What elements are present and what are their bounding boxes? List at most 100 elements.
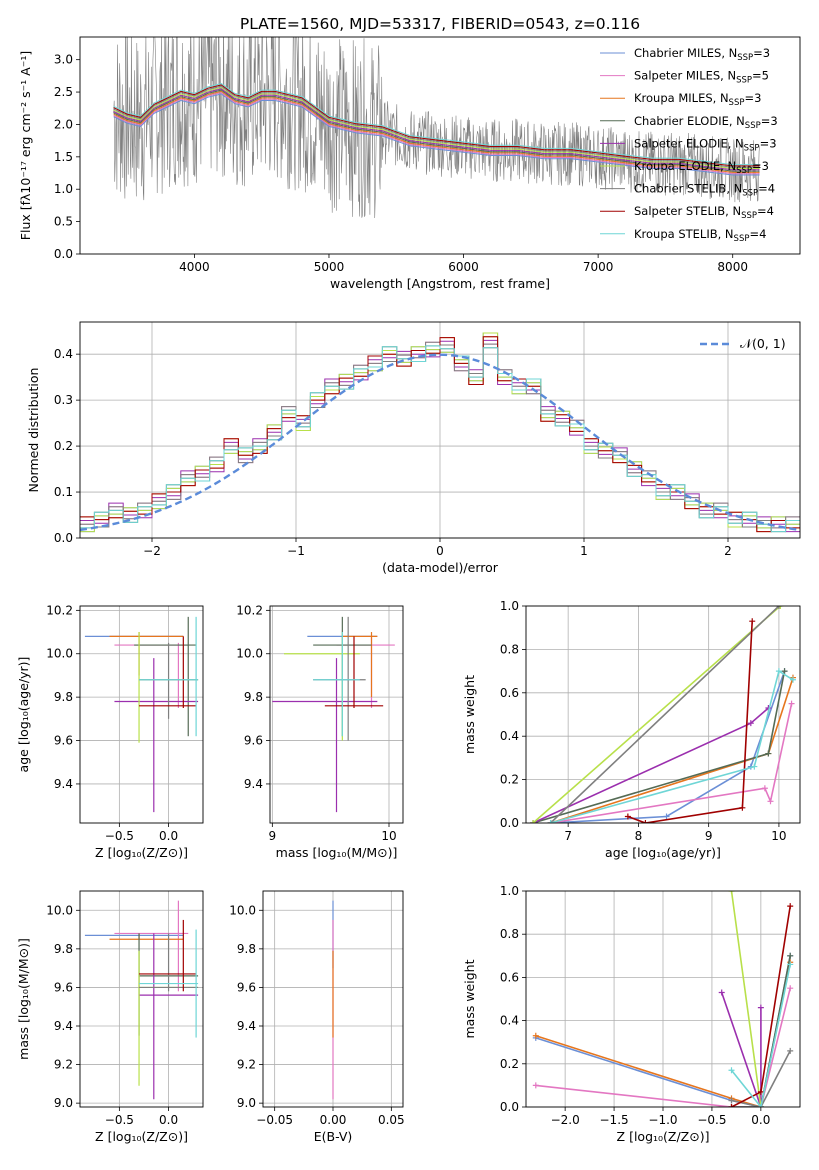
mass-vs-Z-plot-area	[84, 900, 199, 1100]
age-vs-Z-plot-area	[84, 616, 199, 813]
mass-weight-marker	[749, 618, 756, 625]
residuals-xlabel: (data-model)/error	[382, 560, 499, 575]
mass-weight-marker	[757, 1104, 764, 1107]
mass-weight-marker	[787, 903, 794, 910]
age-vs-Z-ylabel: age [log₁₀(age/yr)]	[16, 657, 31, 773]
residuals-frame	[79, 321, 801, 539]
mass-weight-marker	[775, 606, 782, 609]
age-vs-mass-ytick-label: 10.2	[236, 603, 263, 617]
mass-weight-series-5	[532, 606, 781, 823]
massweight-vs-age-ytick-label: 0.2	[500, 773, 519, 787]
massweight-vs-age-ytick-label: 0.6	[500, 686, 519, 700]
mass-weight-series-8	[550, 669, 794, 823]
mass-weight-marker	[747, 720, 754, 727]
legend-label: Chabrier STELIB, NSSP=4	[634, 182, 775, 199]
residuals-ytick-label: 0.1	[54, 485, 73, 499]
spectrum-plot-area	[113, 37, 760, 219]
age-vs-mass-xtick-label: 9	[269, 829, 277, 843]
residuals-xtick-label: −2	[143, 544, 161, 558]
mass-weight-marker	[663, 813, 670, 820]
gaussian-curve	[80, 353, 800, 532]
mass-weight-series-5	[730, 891, 762, 1107]
spectrum-ylabel: Flux [fλ10⁻¹⁷ erg cm⁻² s⁻¹ A⁻¹]	[18, 51, 33, 240]
spectrum-ytick-label: 2.0	[54, 117, 73, 131]
massweight-vs-Z-ytick-label: 0.2	[500, 1057, 519, 1071]
residuals-ytick-label: 0.2	[54, 439, 73, 453]
age-vs-Z-frame	[79, 605, 204, 824]
residuals-plot-area	[80, 332, 800, 533]
massweight-vs-age-ytick-label: 0.8	[500, 642, 519, 656]
gaussian-legend-label: 𝒩(0, 1)	[740, 336, 786, 351]
mass-vs-Z-frame	[79, 890, 204, 1108]
model-fit-0	[113, 93, 760, 176]
residuals-xtick-label: 1	[580, 544, 588, 558]
legend-label: Salpeter STELIB, NSSP=4	[634, 204, 774, 221]
spectrum-ytick-label: 0.5	[54, 215, 73, 229]
massweight-vs-age-frame	[525, 605, 801, 824]
legend-label: Chabrier MILES, NSSP=3	[634, 46, 770, 63]
mass-weight-series-0	[550, 670, 786, 823]
massweight-vs-Z-xtick-label: −1.0	[648, 1113, 677, 1127]
spectrum-ytick-label: 3.0	[54, 53, 73, 67]
mass-vs-EBV-axes: −0.05 0.00 0.05 9.0 9.2 9.4 9.6 9.8 10.0 E(B-V)	[229, 890, 405, 1144]
age-vs-Z-ytick-label: 9.8	[54, 690, 73, 704]
model-fit-6	[113, 85, 760, 168]
mass-weight-series-8	[730, 964, 791, 1107]
massweight-vs-age-xlabel: age [log₁₀(age/yr)]	[605, 845, 721, 860]
mass-weight-marker	[547, 820, 554, 823]
age-vs-Z-ytick-label: 9.4	[54, 777, 73, 791]
residuals-ytick-label: 0.0	[54, 531, 73, 545]
massweight-vs-age-plot-area	[530, 606, 796, 823]
mass-vs-EBV-ytick-label: 10.0	[229, 903, 256, 917]
mass-weight-marker	[624, 813, 631, 820]
mass-weight-marker	[787, 985, 794, 992]
age-vs-mass-xtick-label: 10	[381, 829, 396, 843]
figure-title: PLATE=1560, MJD=53317, FIBERID=0543, z=0…	[240, 15, 640, 33]
mass-vs-EBV-frame	[262, 890, 404, 1108]
mass-weight-marker	[761, 785, 768, 792]
massweight-vs-age-xtick-label: 7	[564, 829, 572, 843]
age-vs-mass-axes: 9 10 9.4 9.6 9.8 10.0 10.2 mass [log₁₀(M/M⊙)]	[236, 603, 404, 860]
residuals-ytick-label: 0.3	[54, 393, 73, 407]
mass-weight-marker	[739, 804, 746, 811]
model-fit-1	[113, 92, 760, 175]
massweight-vs-age-ytick-label: 1.0	[500, 599, 519, 613]
residuals-xtick-label: −1	[287, 544, 305, 558]
spectrum-xlabel: wavelength [Angstrom, rest frame]	[330, 276, 550, 291]
massweight-vs-Z-ytick-label: 1.0	[500, 884, 519, 898]
age-vs-mass-plot-area	[272, 616, 395, 813]
mass-weight-marker	[777, 606, 784, 609]
massweight-vs-Z-xlabel: Z [log₁₀(Z/Z⊙)]	[617, 1129, 710, 1144]
age-vs-Z-ytick-label: 10.2	[46, 603, 73, 617]
mass-weight-marker	[775, 668, 782, 675]
age-vs-mass-xlabel: mass [log₁₀(M/M⊙)]	[276, 845, 398, 860]
legend-label: Salpeter ELODIE, NSSP=3	[634, 136, 777, 153]
mass-weight-marker	[757, 1088, 764, 1095]
legend-label: Kroupa ELODIE, NSSP=3	[634, 159, 769, 176]
mass-weight-series-3	[532, 670, 786, 823]
mass-vs-Z-ytick-label: 9.4	[54, 1019, 73, 1033]
age-vs-mass-frame	[269, 605, 404, 824]
model-fit-8	[113, 83, 760, 166]
mass-weight-series-1	[535, 988, 791, 1107]
spectrum-ytick-label: 0.0	[54, 247, 73, 261]
age-vs-mass-ytick-label: 9.6	[244, 734, 263, 748]
mass-vs-EBV-ytick-label: 9.4	[237, 1019, 256, 1033]
massweight-vs-Z-ytick-label: 0.8	[500, 927, 519, 941]
model-fit-2	[113, 90, 760, 173]
mass-weight-series-3	[731, 955, 791, 1107]
mass-vs-Z-ytick-label: 9.8	[54, 942, 73, 956]
mass-weight-marker	[532, 1032, 539, 1039]
massweight-vs-Z-xtick-label: −0.5	[697, 1113, 726, 1127]
mass-vs-Z-xtick-label: −0.5	[105, 1113, 134, 1127]
legend-label: Kroupa STELIB, NSSP=4	[634, 227, 766, 244]
mass-weight-marker	[728, 1104, 735, 1107]
mass-weight-marker	[751, 763, 758, 770]
spectrum-xtick-label: 6000	[448, 260, 479, 274]
mass-weight-marker	[728, 891, 735, 894]
mass-weight-marker	[642, 820, 649, 823]
massweight-vs-Z-plot-area	[532, 891, 794, 1107]
mass-weight-marker	[789, 676, 796, 683]
mass-vs-EBV-ytick-label: 9.6	[237, 980, 256, 994]
